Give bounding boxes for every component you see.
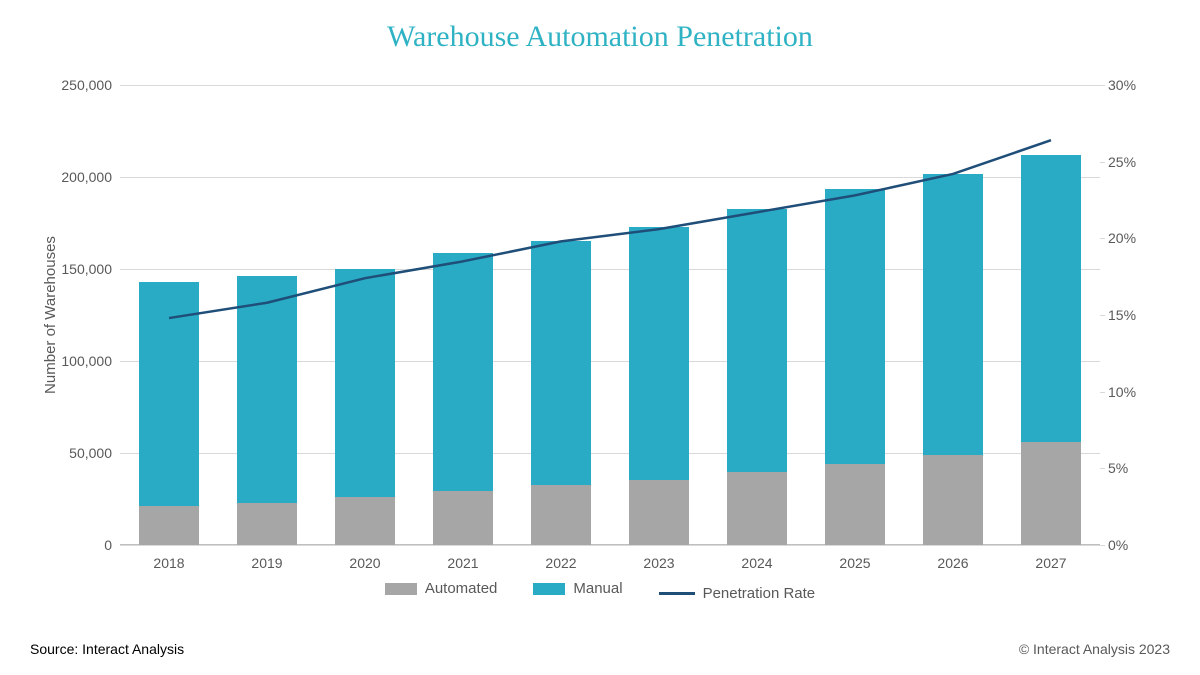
x-tick-label: 2022 — [545, 555, 576, 571]
legend-label: Penetration Rate — [703, 585, 816, 602]
y-left-tick-label: 50,000 — [69, 445, 112, 461]
legend-swatch — [385, 583, 417, 595]
gridline — [120, 545, 1100, 546]
chart-title: Warehouse Automation Penetration — [0, 20, 1200, 54]
chart-plot-area: 050,000100,000150,000200,000250,0000%5%1… — [120, 85, 1100, 545]
penetration-rate-line — [169, 140, 1051, 318]
legend-line-swatch — [659, 592, 695, 595]
legend-item: Penetration Rate — [659, 585, 816, 602]
y-right-tick-label: 15% — [1108, 307, 1136, 323]
y-left-tick-label: 150,000 — [61, 261, 112, 277]
x-tick-label: 2025 — [839, 555, 870, 571]
source-text: Source: Interact Analysis — [30, 641, 184, 657]
y-right-tick-label: 10% — [1108, 384, 1136, 400]
x-tick-label: 2024 — [741, 555, 772, 571]
legend-label: Manual — [573, 580, 622, 597]
x-tick-label: 2023 — [643, 555, 674, 571]
x-tick-label: 2021 — [447, 555, 478, 571]
y-right-tick-mark — [1100, 468, 1105, 469]
x-tick-label: 2027 — [1035, 555, 1066, 571]
legend-item: Manual — [533, 580, 622, 597]
y-right-tick-label: 5% — [1108, 460, 1128, 476]
line-layer — [120, 85, 1100, 545]
y-left-tick-label: 100,000 — [61, 353, 112, 369]
x-tick-label: 2018 — [153, 555, 184, 571]
x-tick-label: 2026 — [937, 555, 968, 571]
x-tick-label: 2020 — [349, 555, 380, 571]
chart-legend: Automated Manual Penetration Rate — [0, 580, 1200, 602]
x-tick-label: 2019 — [251, 555, 282, 571]
copyright-text: © Interact Analysis 2023 — [1019, 641, 1170, 657]
y-right-tick-label: 20% — [1108, 230, 1136, 246]
legend-swatch — [533, 583, 565, 595]
y-right-tick-mark — [1100, 392, 1105, 393]
chart-container: Warehouse Automation Penetration Number … — [0, 0, 1200, 675]
y-right-tick-label: 30% — [1108, 77, 1136, 93]
y-left-tick-label: 0 — [104, 537, 112, 553]
legend-item: Automated — [385, 580, 498, 597]
y-left-tick-label: 200,000 — [61, 169, 112, 185]
y-right-tick-label: 25% — [1108, 154, 1136, 170]
y-right-tick-label: 0% — [1108, 537, 1128, 553]
y-right-tick-mark — [1100, 85, 1105, 86]
legend-label: Automated — [425, 580, 498, 597]
y-right-tick-mark — [1100, 545, 1105, 546]
y-right-tick-mark — [1100, 238, 1105, 239]
y-right-tick-mark — [1100, 162, 1105, 163]
y-left-tick-label: 250,000 — [61, 77, 112, 93]
y-right-tick-mark — [1100, 315, 1105, 316]
y-axis-label-left: Number of Warehouses — [42, 85, 59, 545]
